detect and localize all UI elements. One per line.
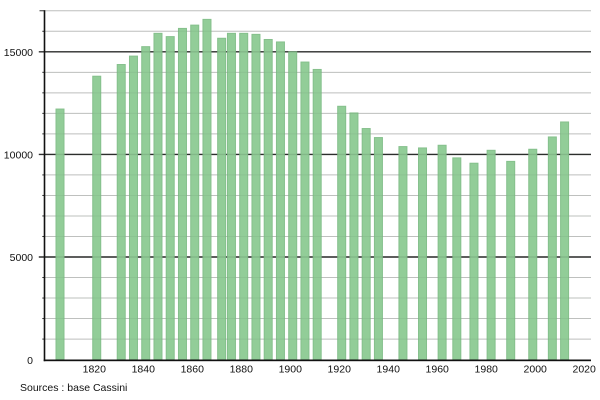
svg-text:15000: 15000: [4, 47, 33, 59]
svg-text:1920: 1920: [328, 363, 352, 375]
svg-text:1820: 1820: [83, 363, 107, 375]
svg-text:1860: 1860: [181, 363, 205, 375]
svg-text:1840: 1840: [132, 363, 156, 375]
svg-text:1880: 1880: [230, 363, 254, 375]
svg-text:1940: 1940: [377, 363, 401, 375]
svg-text:0: 0: [27, 355, 33, 367]
svg-text:2000: 2000: [524, 363, 548, 375]
svg-text:Sources : base Cassini: Sources : base Cassini: [20, 382, 127, 394]
svg-text:1960: 1960: [426, 363, 450, 375]
svg-text:2020: 2020: [573, 363, 597, 375]
svg-text:5000: 5000: [10, 252, 34, 264]
svg-text:10000: 10000: [4, 150, 33, 162]
svg-text:1900: 1900: [279, 363, 303, 375]
svg-text:1980: 1980: [475, 363, 499, 375]
